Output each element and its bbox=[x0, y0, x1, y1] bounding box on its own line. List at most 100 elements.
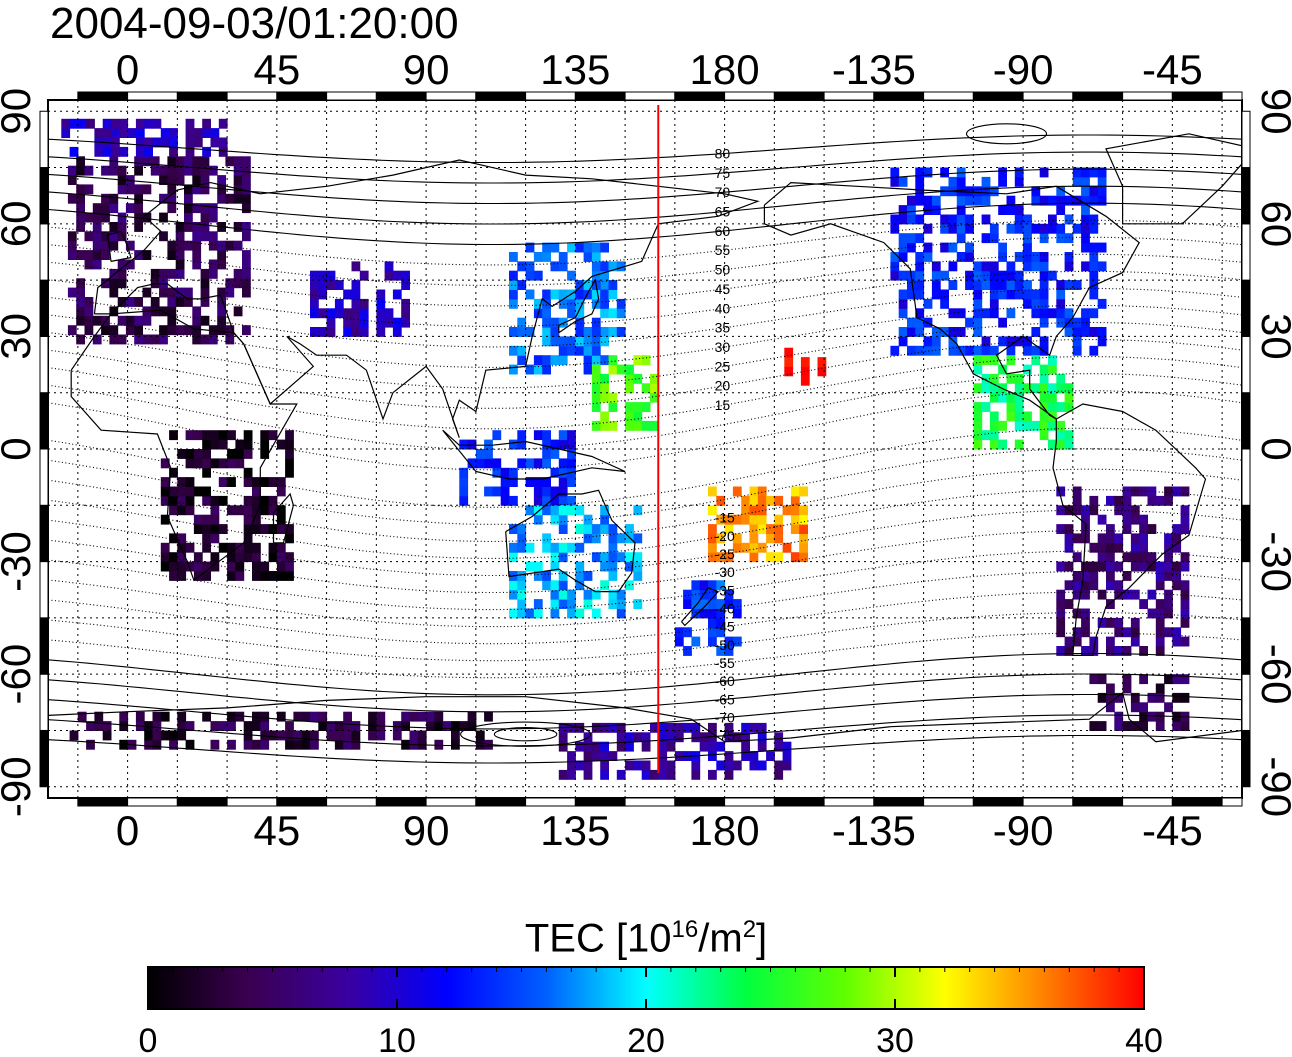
tec-cell bbox=[202, 514, 211, 525]
tec-cell bbox=[1039, 289, 1049, 300]
tec-cell bbox=[550, 486, 560, 497]
tec-cell bbox=[167, 203, 177, 214]
tec-cell bbox=[76, 306, 85, 317]
tec-cell bbox=[1180, 721, 1190, 731]
tec-cell bbox=[1056, 373, 1066, 384]
tec-cell bbox=[533, 298, 543, 309]
tec-cell bbox=[981, 270, 991, 281]
tec-cell bbox=[716, 760, 726, 771]
tec-cell bbox=[76, 212, 85, 223]
tec-cell bbox=[1006, 223, 1016, 234]
frame-tick-bottom bbox=[674, 797, 726, 807]
tec-cell bbox=[1106, 636, 1115, 647]
tec-cell bbox=[998, 270, 1007, 281]
tec-cell bbox=[981, 280, 991, 290]
frame-tick-left bbox=[39, 561, 49, 619]
tec-cell bbox=[608, 355, 618, 366]
tec-cell bbox=[600, 308, 609, 319]
tec-cell bbox=[235, 561, 245, 572]
tec-cell bbox=[633, 561, 643, 572]
tec-cell bbox=[1039, 195, 1049, 206]
tec-cell bbox=[956, 176, 966, 187]
tec-cell bbox=[542, 439, 551, 450]
tec-cell bbox=[1039, 411, 1049, 422]
tec-cell bbox=[210, 514, 220, 525]
tec-cell bbox=[252, 542, 261, 553]
tec-cell bbox=[252, 552, 261, 563]
tec-cell bbox=[998, 280, 1007, 290]
tec-cell bbox=[1081, 505, 1090, 516]
tec-cell bbox=[1006, 289, 1016, 300]
tec-cell bbox=[724, 760, 734, 771]
tec-cell bbox=[252, 711, 261, 722]
tec-cell bbox=[575, 571, 585, 581]
tec-cell bbox=[608, 524, 618, 534]
tec-cell bbox=[915, 317, 925, 328]
mlat-label-65: 65 bbox=[715, 204, 731, 220]
tec-cell bbox=[202, 524, 211, 534]
tec-cell bbox=[1039, 223, 1049, 234]
tec-cell bbox=[1072, 486, 1082, 497]
tec-cell bbox=[948, 327, 958, 337]
tec-cell bbox=[177, 561, 187, 572]
tec-cell bbox=[989, 270, 999, 281]
tec-cell bbox=[989, 392, 999, 403]
frame-tick-left bbox=[39, 504, 49, 563]
tec-cell bbox=[1031, 298, 1041, 309]
tec-cell bbox=[575, 542, 585, 553]
tec-cell bbox=[1164, 589, 1173, 600]
tec-cell bbox=[558, 345, 568, 356]
tec-cell bbox=[699, 580, 709, 591]
tec-cell bbox=[401, 298, 410, 309]
tec-cell bbox=[61, 128, 71, 138]
frame-tick-bottom bbox=[923, 797, 974, 807]
tec-cell bbox=[898, 308, 908, 319]
tec-cell bbox=[591, 533, 601, 544]
tec-cell bbox=[159, 212, 168, 223]
mlat-contour bbox=[48, 202, 1242, 246]
tec-cell bbox=[276, 571, 286, 581]
x-tick-label-bottom: -90 bbox=[993, 807, 1054, 854]
tec-cell bbox=[84, 306, 94, 317]
tec-cell bbox=[202, 561, 211, 572]
tec-cell bbox=[500, 495, 510, 506]
tec-cell bbox=[185, 137, 195, 148]
tec-cell bbox=[1064, 392, 1074, 403]
tec-cell bbox=[117, 259, 127, 270]
tec-cell bbox=[1122, 552, 1132, 563]
frame-tick-bottom bbox=[475, 797, 527, 807]
tec-cell bbox=[134, 315, 143, 326]
tec-cell bbox=[915, 289, 925, 300]
tec-cell bbox=[351, 298, 361, 309]
tec-cell bbox=[1056, 617, 1066, 628]
tec-cell bbox=[923, 195, 933, 206]
tec-cell bbox=[318, 280, 328, 290]
tec-cell bbox=[956, 252, 966, 262]
tec-cell bbox=[301, 730, 311, 741]
tec-cell bbox=[167, 184, 177, 195]
tec-cell bbox=[1147, 692, 1157, 703]
tec-cell bbox=[1031, 355, 1041, 366]
tec-cell bbox=[185, 146, 195, 157]
tec-cell bbox=[583, 355, 593, 366]
tec-cell bbox=[125, 184, 135, 195]
tec-cell bbox=[509, 439, 518, 450]
tec-cell bbox=[193, 430, 203, 441]
tec-cell bbox=[625, 411, 634, 422]
tec-cell bbox=[799, 524, 808, 534]
tec-cell bbox=[542, 242, 551, 253]
tec-cell bbox=[931, 336, 941, 347]
tec-cell bbox=[401, 280, 410, 290]
tec-cell bbox=[1097, 298, 1107, 309]
tec-cell bbox=[724, 769, 734, 780]
x-tick-label-top: 90 bbox=[403, 46, 450, 93]
tec-cell bbox=[1031, 261, 1041, 272]
tec-cell bbox=[1056, 402, 1066, 412]
tec-cell bbox=[1048, 223, 1057, 234]
tec-cell bbox=[774, 533, 784, 544]
tec-cell bbox=[1039, 392, 1049, 403]
tec-cell bbox=[799, 514, 808, 525]
tec-cell bbox=[310, 730, 319, 741]
tec-cell bbox=[417, 711, 427, 722]
tec-cell bbox=[757, 741, 767, 752]
